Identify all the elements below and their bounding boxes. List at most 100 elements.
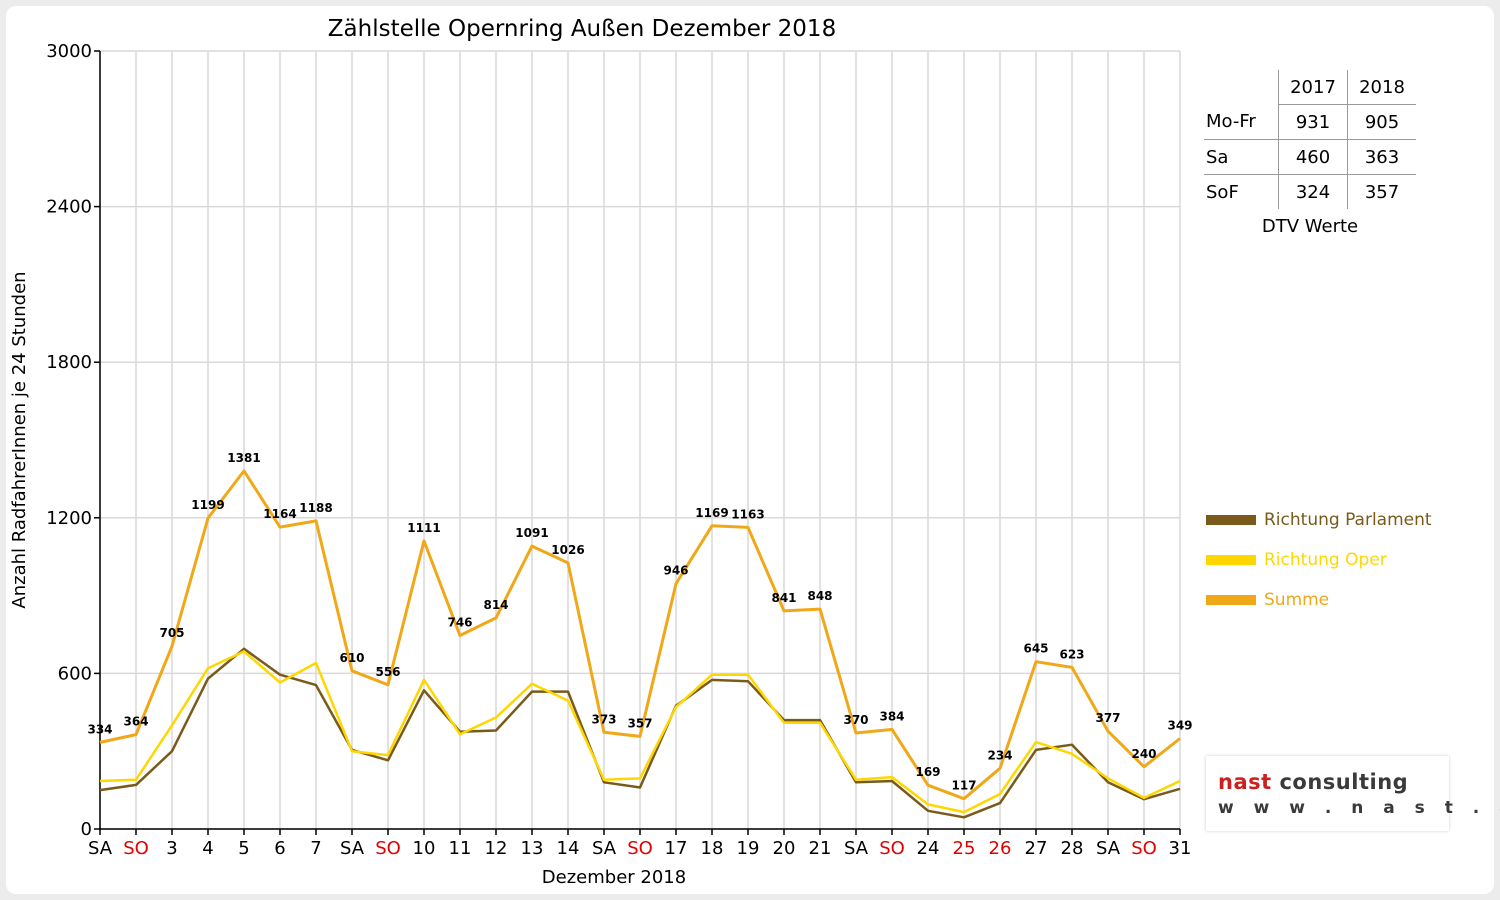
data-label: 746 [447,616,472,630]
y-tick-label: 0 [81,819,92,840]
y-tick-label: 2400 [46,197,92,218]
dtv-header-empty [1204,70,1279,105]
dtv-value: 905 [1347,104,1416,140]
data-label: 1111 [407,521,440,535]
x-tick-label: 24 [917,838,940,859]
data-label: 373 [591,712,616,726]
data-label: 1199 [191,498,224,512]
x-tick-label: 26 [989,838,1012,859]
data-label: 623 [1059,647,1084,661]
data-label: 240 [1131,747,1156,761]
x-tick-label: 5 [238,838,249,859]
dtv-row-label: Mo-Fr [1204,104,1279,140]
x-tick-label: 3 [166,838,177,859]
data-label: 1163 [731,507,764,521]
x-axis-label: Dezember 2018 [542,867,686,888]
data-label: 377 [1095,711,1120,725]
chart-title: Zählstelle Opernring Außen Dezember 2018 [328,16,836,42]
x-tick-label: SA [340,838,365,859]
data-label: 841 [771,591,796,605]
data-label: 364 [123,715,148,729]
x-tick-label: 31 [1169,838,1192,859]
tick-labels: 0 600 1200 1800 2400 3000 SA SO 3 4 5 6 7 SA SO 10 11 12 1… [46,41,1191,859]
legend-label: Summe [1264,590,1330,610]
x-tick-label: 14 [557,838,580,859]
dtv-header-2017: 2017 [1278,70,1348,105]
data-label: 848 [807,589,832,603]
legend-swatch [1206,595,1256,605]
dtv-caption: DTV Werte [1261,216,1359,237]
legend: Richtung Parlament Richtung Oper Summe [1206,500,1432,620]
x-tick-label: 28 [1061,838,1084,859]
series-line-2 [99,469,1181,801]
x-tick-label: 17 [665,838,688,859]
y-tick-label: 1800 [46,352,92,373]
y-tick-label: 600 [58,663,92,684]
x-tick-label: 7 [310,838,321,859]
dtv-value: 931 [1278,104,1348,140]
x-tick-label: SO [1131,838,1157,859]
series-lines [99,469,1181,819]
x-tick-label: 6 [274,838,285,859]
x-tick-label: 25 [953,838,976,859]
dtv-table: 2017 2018 Mo-Fr 931 905 Sa 460 363 SoF 3… [1204,70,1416,209]
logo-brand-a: nast [1218,770,1272,794]
logo-wordmark: nast consulting [1218,770,1408,794]
x-tick-label: SA [88,838,113,859]
chart-frame: Zählstelle Opernring Außen Dezember 2018… [6,6,1500,894]
data-labels: 334 364 705 1199 1381 1164 1188 610 556 1111 746 81… [87,451,1192,793]
x-tick-label: 4 [202,838,213,859]
data-label: 1164 [263,507,296,521]
data-label: 384 [879,709,904,723]
data-label: 1091 [515,526,548,540]
logo-brand-b: consulting [1271,770,1409,794]
data-label: 946 [663,564,688,578]
dtv-value: 363 [1347,139,1416,175]
x-tick-label: SO [375,838,401,859]
line-chart: Zählstelle Opernring Außen Dezember 2018… [9,16,1193,888]
legend-item-summe: Summe [1206,580,1432,620]
x-tick-label: 21 [809,838,832,859]
y-tick-label: 3000 [46,41,92,62]
series-line-1 [99,650,1181,814]
data-label: 1188 [299,501,332,515]
dtv-row-label: Sa [1204,139,1279,175]
data-label: 169 [915,765,940,779]
data-label: 1169 [695,506,728,520]
axes [94,50,1181,835]
data-label: 814 [483,598,508,612]
x-tick-label: 13 [521,838,544,859]
dtv-value: 460 [1278,139,1348,175]
legend-label: Richtung Parlament [1264,510,1432,530]
x-tick-label: SO [879,838,905,859]
dtv-header-row: 2017 2018 [1204,70,1416,105]
series-line-0 [99,647,1181,819]
x-tick-label: 12 [485,838,508,859]
x-tick-label: 18 [701,838,724,859]
data-label: 357 [627,716,652,730]
x-tick-label: 10 [413,838,436,859]
logo-website: w w w . n a s t . a t [1218,798,1500,818]
data-label: 370 [843,713,868,727]
legend-item-oper: Richtung Oper [1206,540,1432,580]
x-tick-label: 11 [449,838,472,859]
dtv-header-2018: 2018 [1347,70,1416,105]
data-label: 334 [87,722,112,736]
legend-swatch [1206,515,1256,525]
y-tick-label: 1200 [46,508,92,529]
dtv-row-mofr: Mo-Fr 931 905 [1204,104,1416,140]
data-label: 556 [375,665,400,679]
legend-label: Richtung Oper [1264,550,1387,570]
data-label: 610 [339,651,364,665]
x-tick-label: SA [1096,838,1121,859]
data-label: 645 [1023,642,1048,656]
data-label: 117 [951,779,976,793]
x-tick-label: 20 [773,838,796,859]
dtv-row-sof: SoF 324 357 [1204,174,1416,209]
data-label: 1381 [227,451,260,465]
x-tick-label: SO [627,838,653,859]
x-tick-label: SO [123,838,149,859]
dtv-value: 357 [1347,174,1416,209]
y-axis-label: Anzahl RadfahrerInnen je 24 Stunden [9,271,30,608]
x-tick-label: SA [592,838,617,859]
